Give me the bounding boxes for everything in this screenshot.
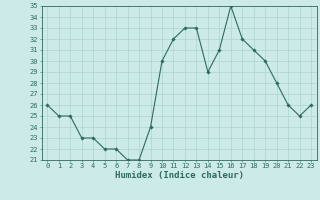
X-axis label: Humidex (Indice chaleur): Humidex (Indice chaleur) (115, 171, 244, 180)
